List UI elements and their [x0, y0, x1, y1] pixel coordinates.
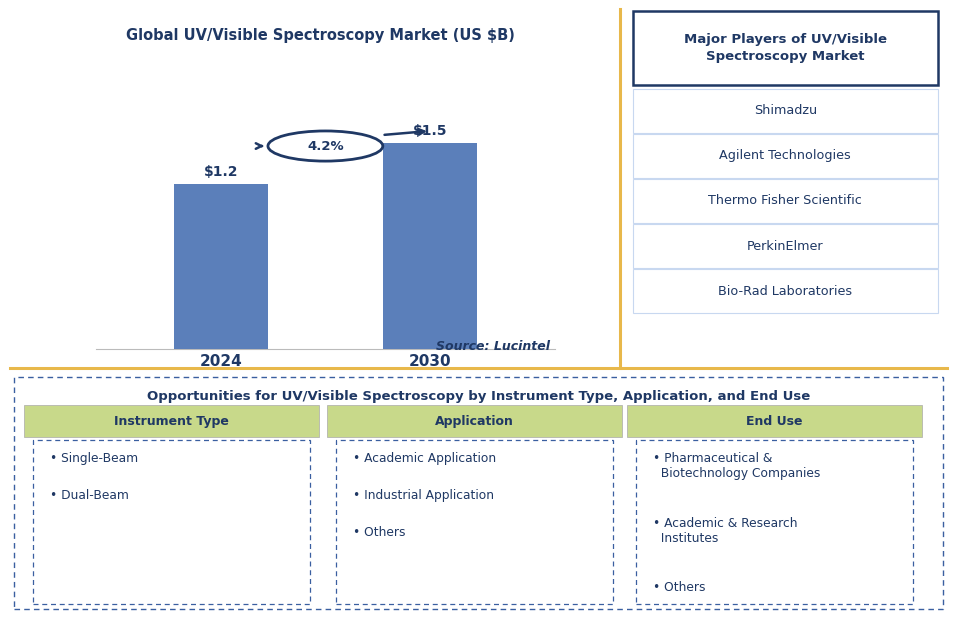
- Text: Bio-Rad Laboratories: Bio-Rad Laboratories: [718, 285, 853, 298]
- Bar: [174, 184, 268, 349]
- Text: Opportunities for UV/Visible Spectroscopy by Instrument Type, Application, and E: Opportunities for UV/Visible Spectroscop…: [146, 390, 811, 403]
- Text: Source: Lucintel: Source: Lucintel: [436, 340, 550, 353]
- FancyBboxPatch shape: [336, 440, 612, 604]
- Text: Major Players of UV/Visible
Spectroscopy Market: Major Players of UV/Visible Spectroscopy…: [683, 32, 887, 63]
- Text: • Academic & Research
  Institutes: • Academic & Research Institutes: [653, 516, 797, 545]
- Text: Instrument Type: Instrument Type: [114, 415, 229, 427]
- Text: Agilent Technologies: Agilent Technologies: [720, 150, 851, 163]
- FancyBboxPatch shape: [633, 134, 938, 178]
- FancyBboxPatch shape: [633, 88, 938, 133]
- Text: • Academic Application: • Academic Application: [353, 452, 496, 465]
- FancyBboxPatch shape: [326, 405, 622, 437]
- Text: • Pharmaceutical &
  Biotechnology Companies: • Pharmaceutical & Biotechnology Compani…: [653, 452, 820, 480]
- FancyBboxPatch shape: [24, 405, 319, 437]
- FancyBboxPatch shape: [633, 269, 938, 313]
- Text: $1.2: $1.2: [204, 165, 238, 179]
- FancyBboxPatch shape: [33, 440, 310, 604]
- FancyBboxPatch shape: [633, 179, 938, 223]
- Text: End Use: End Use: [746, 415, 803, 427]
- FancyBboxPatch shape: [14, 378, 943, 609]
- Text: Shimadzu: Shimadzu: [754, 104, 816, 117]
- Text: Application: Application: [434, 415, 514, 427]
- Text: • Single-Beam: • Single-Beam: [50, 452, 138, 465]
- Text: $1.5: $1.5: [412, 124, 447, 138]
- Bar: [383, 143, 477, 349]
- Text: Thermo Fisher Scientific: Thermo Fisher Scientific: [708, 194, 862, 207]
- Text: Global UV/Visible Spectroscopy Market (US $B): Global UV/Visible Spectroscopy Market (U…: [126, 28, 515, 43]
- Text: • Others: • Others: [653, 581, 705, 594]
- Text: • Industrial Application: • Industrial Application: [353, 489, 494, 502]
- FancyBboxPatch shape: [627, 405, 923, 437]
- FancyBboxPatch shape: [636, 440, 913, 604]
- FancyBboxPatch shape: [633, 224, 938, 269]
- Text: PerkinElmer: PerkinElmer: [746, 240, 824, 253]
- Text: 4.2%: 4.2%: [307, 140, 344, 153]
- Text: • Dual-Beam: • Dual-Beam: [50, 489, 129, 502]
- FancyBboxPatch shape: [633, 11, 938, 85]
- Text: • Others: • Others: [353, 526, 406, 539]
